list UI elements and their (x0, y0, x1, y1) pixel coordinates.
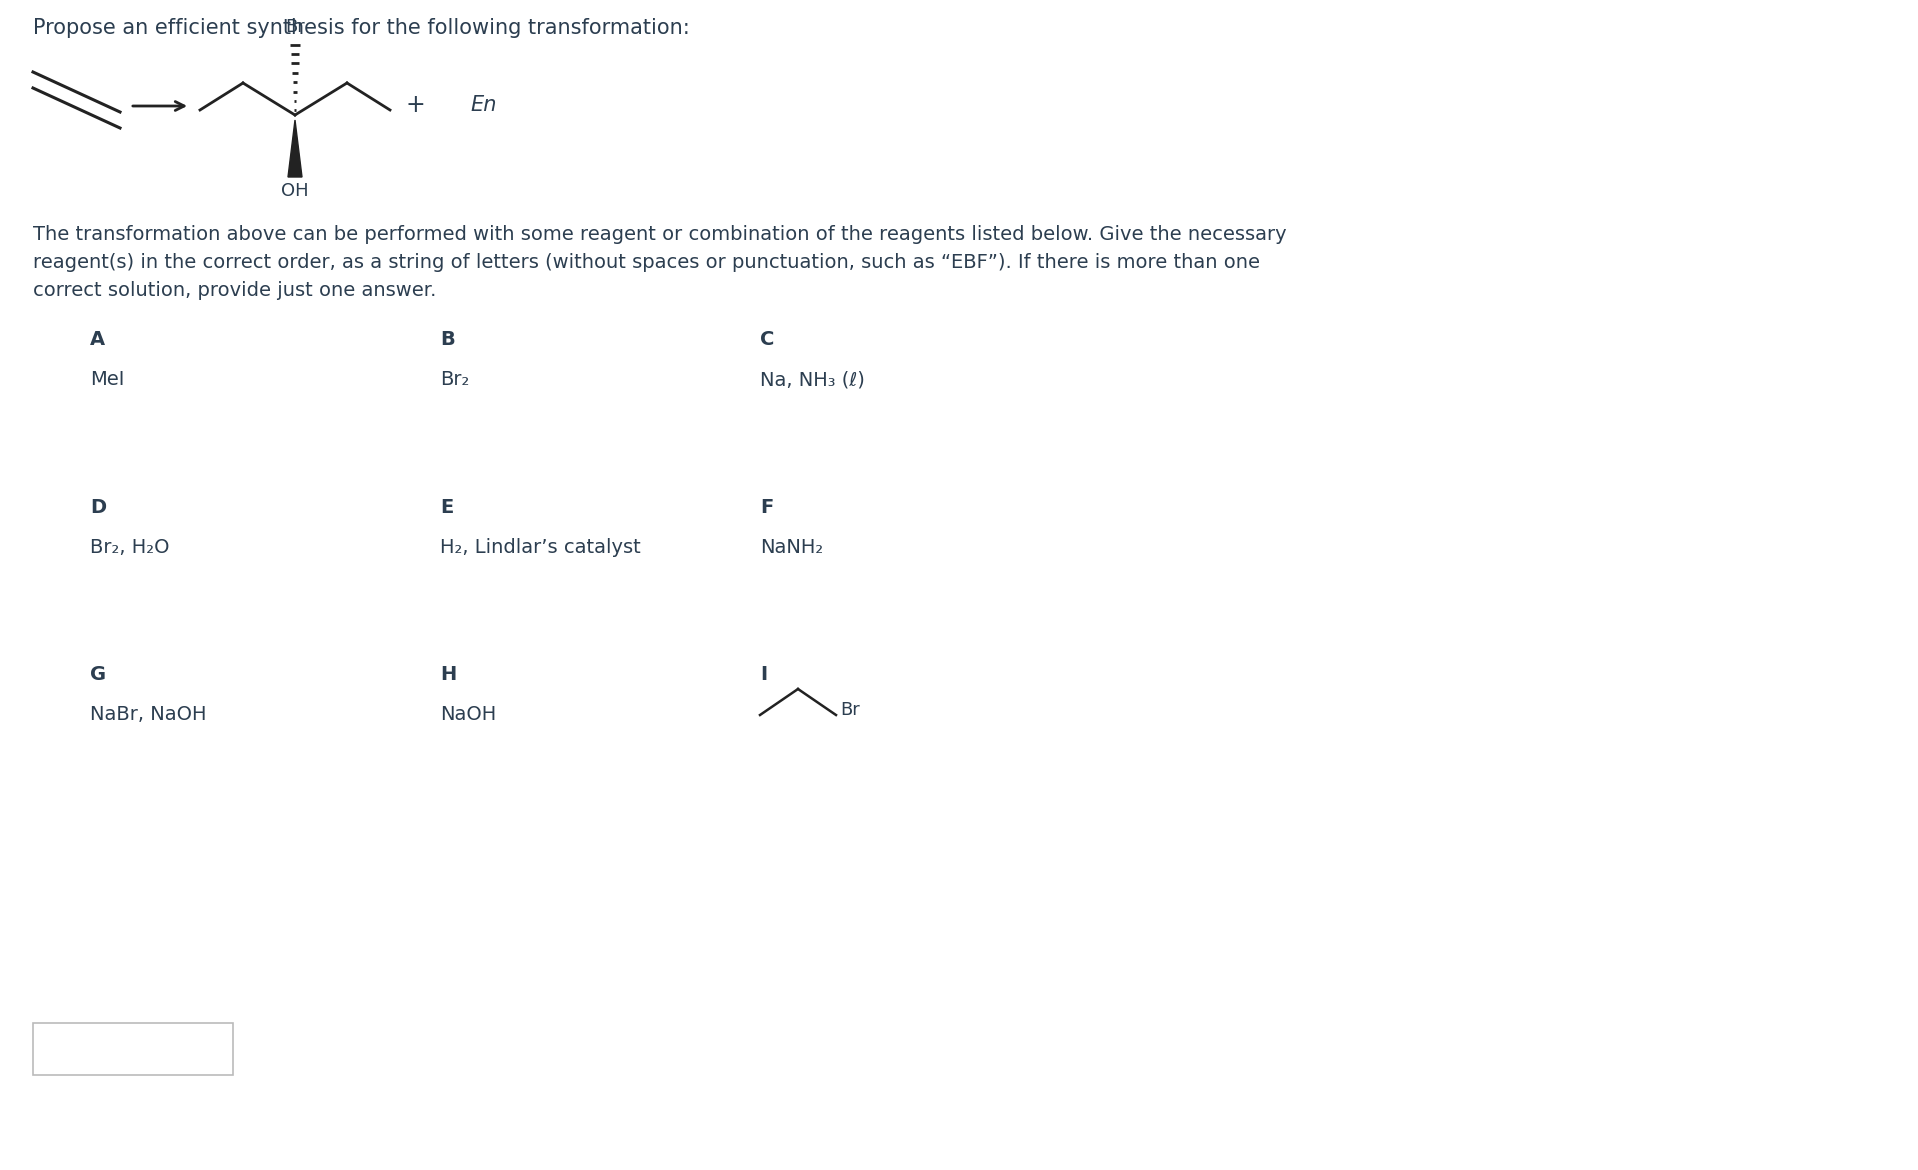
FancyBboxPatch shape (33, 1023, 232, 1075)
Text: NaBr, NaOH: NaBr, NaOH (90, 706, 207, 724)
Text: Br₂: Br₂ (439, 370, 470, 388)
Text: B: B (439, 330, 455, 349)
Text: Br: Br (840, 701, 859, 720)
Text: correct solution, provide just one answer.: correct solution, provide just one answe… (33, 281, 437, 300)
Text: +: + (405, 92, 426, 117)
Text: NaNH₂: NaNH₂ (760, 538, 823, 557)
Text: NaOH: NaOH (439, 706, 497, 724)
Text: OH: OH (282, 183, 309, 200)
Text: reagent(s) in the correct order, as a string of letters (without spaces or punct: reagent(s) in the correct order, as a st… (33, 253, 1260, 271)
Text: E: E (439, 498, 453, 517)
Text: Br₂, H₂O: Br₂, H₂O (90, 538, 169, 557)
Text: Na, NH₃ (ℓ): Na, NH₃ (ℓ) (760, 370, 865, 388)
Text: FIFIED: FIFIED (48, 1040, 104, 1058)
Text: The transformation above can be performed with some reagent or combination of th: The transformation above can be performe… (33, 225, 1287, 245)
Text: C: C (760, 330, 775, 349)
Text: F: F (760, 498, 773, 517)
Text: G: G (90, 665, 105, 684)
Text: En: En (470, 95, 497, 115)
Text: I: I (760, 665, 767, 684)
Text: Br: Br (286, 18, 305, 36)
Text: D: D (90, 498, 105, 517)
Text: A: A (90, 330, 105, 349)
Polygon shape (288, 121, 301, 177)
Text: H₂, Lindlar’s catalyst: H₂, Lindlar’s catalyst (439, 538, 641, 557)
Text: Propose an efficient synthesis for the following transformation:: Propose an efficient synthesis for the f… (33, 18, 690, 37)
Text: H: H (439, 665, 456, 684)
Text: MeI: MeI (90, 370, 125, 388)
